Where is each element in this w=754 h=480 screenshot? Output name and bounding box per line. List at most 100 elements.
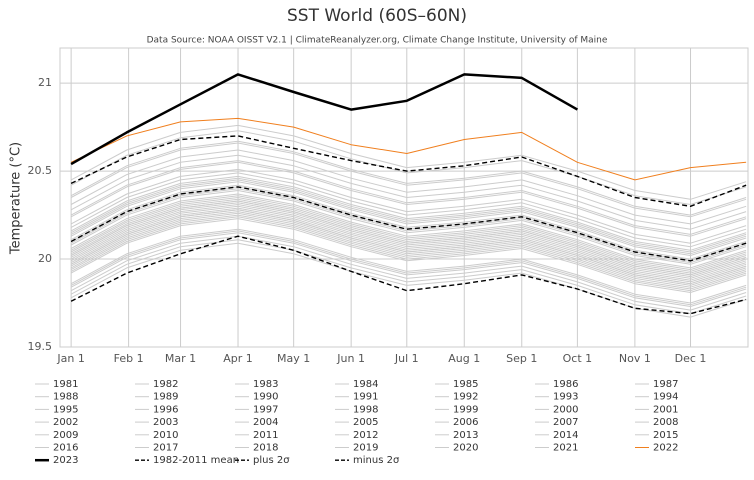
- series-line: [70, 228, 747, 304]
- legend-label[interactable]: 2017: [153, 443, 178, 454]
- series-line: [70, 124, 747, 200]
- legend-label[interactable]: 2006: [453, 417, 478, 428]
- series-line: [70, 188, 747, 264]
- legend-label[interactable]: plus 2σ: [253, 455, 290, 466]
- legend-label[interactable]: 1999: [453, 404, 478, 415]
- legend-label[interactable]: 2011: [253, 430, 278, 441]
- series-line: [70, 184, 747, 260]
- x-tick-label: Aug 1: [448, 352, 480, 365]
- series-line: [70, 205, 747, 281]
- series-line: [70, 209, 747, 285]
- x-tick-label: Jan 1: [56, 352, 84, 365]
- series-line: [70, 212, 747, 288]
- series-line: [70, 140, 747, 216]
- x-tick-label: Oct 1: [563, 352, 593, 365]
- series-line: [70, 160, 747, 235]
- legend-label[interactable]: 2000: [553, 404, 578, 415]
- legend-label[interactable]: 1982-2011 mean: [153, 455, 239, 466]
- x-tick-label: May 1: [277, 352, 310, 365]
- legend-label[interactable]: minus 2σ: [353, 455, 400, 466]
- legend-label[interactable]: 2019: [353, 443, 378, 454]
- legend-label[interactable]: 1990: [253, 392, 278, 403]
- series-line: [70, 154, 747, 230]
- legend-label[interactable]: 2018: [253, 443, 278, 454]
- series-line: [70, 177, 747, 253]
- legend-label[interactable]: 2016: [53, 443, 78, 454]
- legend-label[interactable]: 2004: [253, 417, 278, 428]
- legend-label[interactable]: 1997: [253, 404, 278, 415]
- legend-label[interactable]: 2002: [53, 417, 78, 428]
- legend-label[interactable]: 2007: [553, 417, 578, 428]
- legend-label[interactable]: 1993: [553, 392, 578, 403]
- legend-label[interactable]: 2010: [153, 430, 178, 441]
- legend-label[interactable]: 2008: [653, 417, 678, 428]
- y-axis-label: Temperature (°C): [9, 142, 24, 255]
- legend-label[interactable]: 1986: [553, 379, 578, 390]
- series-line: [70, 202, 747, 278]
- x-tick-label: Mar 1: [165, 352, 196, 365]
- legend-label[interactable]: 2005: [353, 417, 378, 428]
- legend-label[interactable]: 2014: [553, 430, 578, 441]
- x-tick-label: Apr 1: [223, 352, 253, 365]
- y-tick-label: 20.5: [28, 164, 53, 177]
- series-line: [70, 190, 747, 265]
- series-line: [70, 142, 747, 218]
- series-line: [70, 239, 747, 315]
- legend-label[interactable]: 2012: [353, 430, 378, 441]
- legend-label[interactable]: 1987: [653, 379, 678, 390]
- legend-label[interactable]: 1982: [153, 379, 178, 390]
- legend-label[interactable]: 1985: [453, 379, 478, 390]
- legend-label[interactable]: 1981: [53, 379, 78, 390]
- y-tick-label: 20: [38, 252, 52, 265]
- series-line: [70, 235, 747, 311]
- legend-label[interactable]: 1984: [353, 379, 378, 390]
- legend-label[interactable]: 1988: [53, 392, 78, 403]
- legend-label[interactable]: 2009: [53, 430, 78, 441]
- x-tick-label: Nov 1: [619, 352, 651, 365]
- series-line: [70, 211, 747, 286]
- y-tick-label: 21: [38, 76, 52, 89]
- series-line: [70, 204, 747, 279]
- legend-label[interactable]: 1989: [153, 392, 178, 403]
- legend-label[interactable]: 2023: [53, 455, 78, 466]
- series-line: [70, 200, 747, 276]
- series-line: [70, 117, 747, 181]
- series-line: [70, 135, 747, 207]
- legend-label[interactable]: 2003: [153, 417, 178, 428]
- series-line: [70, 161, 747, 237]
- x-tick-label: Sep 1: [506, 352, 537, 365]
- series-line: [70, 242, 747, 318]
- series-line: [70, 193, 747, 269]
- series-line: [70, 149, 747, 225]
- series-line: [70, 216, 747, 292]
- legend-label[interactable]: 1992: [453, 392, 478, 403]
- legend-label[interactable]: 2020: [453, 443, 478, 454]
- legend-label[interactable]: 2021: [553, 443, 578, 454]
- legend-label[interactable]: 1991: [353, 392, 378, 403]
- legend-label[interactable]: 2013: [453, 430, 478, 441]
- legend-label[interactable]: 2022: [653, 443, 678, 454]
- series-line: [70, 172, 747, 248]
- series-line: [70, 175, 747, 251]
- legend-label[interactable]: 1996: [153, 404, 178, 415]
- legend-label[interactable]: 1994: [653, 392, 678, 403]
- series-line: [70, 73, 579, 166]
- x-tick-label: Jun 1: [336, 352, 365, 365]
- legend-label[interactable]: 1995: [53, 404, 78, 415]
- series-line: [70, 130, 747, 205]
- series-line: [70, 197, 747, 272]
- chart-title: SST World (60S–60N): [287, 6, 467, 26]
- legend-label[interactable]: 1998: [353, 404, 378, 415]
- y-tick-label: 19.5: [28, 340, 53, 353]
- legend-label[interactable]: 2015: [653, 430, 678, 441]
- legend-label[interactable]: 2001: [653, 404, 678, 415]
- series-line: [70, 218, 747, 293]
- series-line: [70, 232, 747, 307]
- legend-label[interactable]: 1983: [253, 379, 278, 390]
- chart-subtitle: Data Source: NOAA OISST V2.1 | ClimateRe…: [147, 36, 608, 46]
- series-line: [70, 186, 747, 262]
- series-line: [70, 214, 747, 290]
- series-line: [70, 198, 747, 274]
- series-line: [70, 168, 747, 244]
